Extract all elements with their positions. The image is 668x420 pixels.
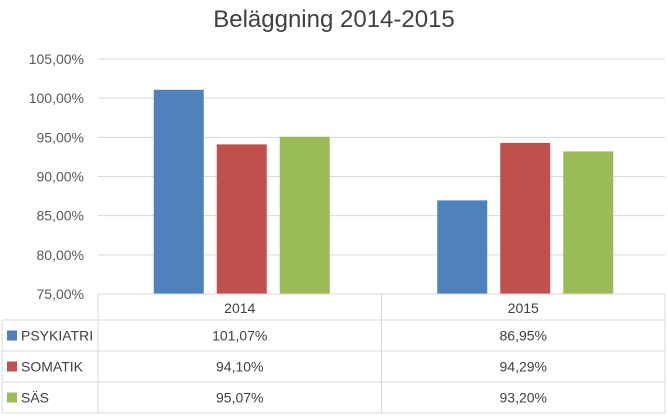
y-tick-label: 85,00%	[37, 208, 84, 224]
data-label: 94,10%	[216, 359, 263, 375]
bar	[500, 142, 551, 294]
bar	[437, 200, 488, 294]
data-label: 86,95%	[500, 328, 547, 344]
y-tick-label: 105,00%	[29, 51, 84, 67]
bars	[153, 89, 614, 294]
y-tick-label: 80,00%	[37, 247, 84, 263]
bar	[563, 151, 614, 294]
series-name: SOMATIK	[21, 359, 84, 375]
chart-title: Beläggning 2014-2015	[213, 6, 455, 33]
legend-swatch	[7, 392, 17, 403]
legend-swatch	[7, 361, 17, 372]
bar	[216, 144, 267, 294]
bar	[279, 136, 330, 294]
data-label: 101,07%	[212, 328, 267, 344]
data-label: 93,20%	[500, 390, 547, 406]
legend-swatch	[7, 330, 17, 341]
y-tick-label: 95,00%	[37, 129, 84, 145]
category-label: 2015	[508, 300, 539, 316]
data-table: 2014 2015 PSYKIATRI 101,07% 86,95% SOMATIK 94,…	[1, 293, 666, 414]
y-tick-label: 100,00%	[29, 90, 84, 106]
bar	[153, 89, 204, 294]
y-tick-label: 90,00%	[37, 169, 84, 185]
series-name: PSYKIATRI	[21, 328, 93, 344]
data-label: 94,29%	[500, 359, 547, 375]
y-axis-ticks: 75,00% 80,00% 85,00% 90,00% 95,00% 100,00% 105…	[29, 51, 84, 302]
y-tick-label: 75,00%	[37, 286, 84, 302]
series-name: SÄS	[21, 390, 49, 406]
category-label: 2014	[224, 300, 255, 316]
data-label: 95,07%	[216, 390, 263, 406]
